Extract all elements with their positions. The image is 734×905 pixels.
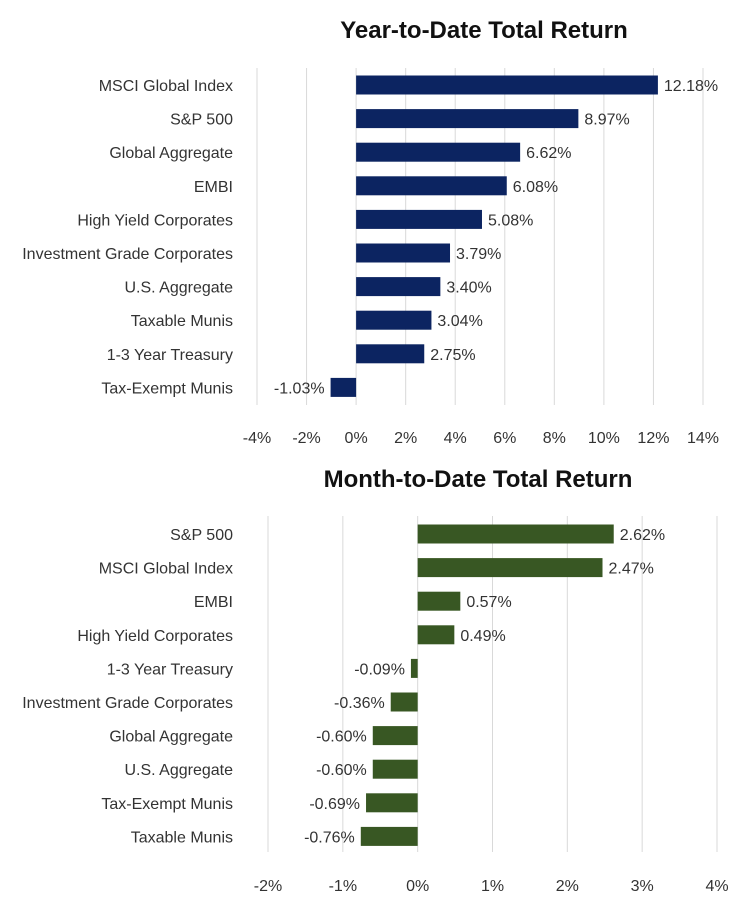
mtd-data-label: 0.49%	[460, 628, 505, 645]
mtd-return-chart: Month-to-Date Total Return -2% -1% 0% 1% 2% 3…	[22, 466, 728, 895]
ytd-x-tick-label: 14%	[687, 430, 719, 447]
ytd-category-label: S&P 500	[170, 112, 233, 129]
ytd-x-tick-label: 0%	[345, 430, 368, 447]
ytd-x-tick-label: 8%	[543, 430, 566, 447]
mtd-data-label: 2.47%	[609, 561, 654, 578]
mtd-category-label: S&P 500	[170, 527, 233, 544]
ytd-bar	[356, 109, 579, 129]
mtd-data-label: -0.76%	[304, 829, 355, 846]
ytd-data-label: 3.40%	[446, 280, 491, 297]
mtd-chart-title: Month-to-Date Total Return	[324, 466, 633, 493]
mtd-category-label: U.S. Aggregate	[124, 762, 233, 779]
ytd-bar	[356, 142, 521, 162]
ytd-category-label: Investment Grade Corporates	[22, 246, 233, 263]
mtd-data-label: -0.69%	[309, 796, 360, 813]
ytd-category-label: U.S. Aggregate	[124, 280, 233, 297]
ytd-bar	[356, 75, 658, 95]
ytd-x-tick-label: 4%	[444, 430, 467, 447]
ytd-category-label: 1-3 Year Treasury	[107, 347, 233, 364]
ytd-x-tick-label: -2%	[292, 430, 320, 447]
ytd-chart-title: Year-to-Date Total Return	[340, 17, 628, 44]
ytd-data-label: 6.08%	[513, 179, 558, 196]
mtd-category-label: Investment Grade Corporates	[22, 695, 233, 712]
mtd-bar	[417, 591, 461, 611]
mtd-data-label: -0.36%	[334, 695, 385, 712]
ytd-x-tick-label: 2%	[394, 430, 417, 447]
mtd-bar	[360, 826, 418, 846]
ytd-x-tick-label: -4%	[243, 430, 271, 447]
ytd-x-tick-label: 6%	[493, 430, 516, 447]
ytd-data-label: 8.97%	[584, 112, 629, 129]
mtd-x-tick-label: 3%	[631, 878, 654, 895]
ytd-data-label: -1.03%	[274, 380, 325, 397]
mtd-bar	[417, 625, 455, 645]
mtd-x-tick-label: 4%	[705, 878, 728, 895]
ytd-bar	[356, 277, 441, 297]
mtd-category-label: Global Aggregate	[109, 729, 233, 746]
mtd-bar	[372, 759, 418, 779]
mtd-x-tick-label: 1%	[481, 878, 504, 895]
mtd-bar	[372, 726, 418, 746]
ytd-data-label: 6.62%	[526, 145, 571, 162]
mtd-category-label: MSCI Global Index	[99, 561, 233, 578]
mtd-bar	[390, 692, 418, 712]
ytd-data-label: 2.75%	[430, 347, 475, 364]
ytd-category-label: Tax-Exempt Munis	[101, 380, 233, 397]
ytd-category-label: High Yield Corporates	[77, 212, 233, 229]
ytd-bar	[356, 310, 432, 330]
ytd-category-label: Taxable Munis	[131, 313, 233, 330]
ytd-bar	[330, 377, 357, 397]
mtd-category-label: Tax-Exempt Munis	[101, 796, 233, 813]
mtd-x-tick-label: -1%	[329, 878, 357, 895]
ytd-data-label: 3.79%	[456, 246, 501, 263]
mtd-data-label: 2.62%	[620, 527, 665, 544]
mtd-category-label: EMBI	[194, 594, 233, 611]
mtd-bar	[366, 793, 418, 813]
mtd-x-tick-label: 0%	[406, 878, 429, 895]
mtd-category-label: Taxable Munis	[131, 829, 233, 846]
ytd-data-label: 3.04%	[437, 313, 482, 330]
ytd-data-label: 5.08%	[488, 212, 533, 229]
ytd-bar	[356, 243, 451, 263]
ytd-category-label: Global Aggregate	[109, 145, 233, 162]
ytd-bar	[356, 209, 482, 229]
mtd-bar	[417, 558, 603, 578]
ytd-x-tick-label: 10%	[588, 430, 620, 447]
mtd-bar	[410, 658, 418, 678]
ytd-bar	[356, 344, 425, 364]
mtd-category-label: High Yield Corporates	[77, 628, 233, 645]
mtd-data-label: 0.57%	[466, 594, 511, 611]
ytd-category-label: MSCI Global Index	[99, 78, 233, 95]
ytd-bar	[356, 176, 507, 196]
ytd-category-label: EMBI	[194, 179, 233, 196]
mtd-x-tick-label: -2%	[254, 878, 282, 895]
ytd-data-label: 12.18%	[664, 78, 718, 95]
mtd-x-tick-label: 2%	[556, 878, 579, 895]
mtd-bar	[417, 524, 614, 544]
ytd-return-chart: Year-to-Date Total Return -4% -2% 0% 2% 4% 6%…	[22, 17, 719, 447]
ytd-x-tick-label: 12%	[637, 430, 669, 447]
mtd-category-label: 1-3 Year Treasury	[107, 661, 233, 678]
mtd-data-label: -0.60%	[316, 762, 367, 779]
mtd-data-label: -0.09%	[354, 661, 405, 678]
mtd-data-label: -0.60%	[316, 729, 367, 746]
